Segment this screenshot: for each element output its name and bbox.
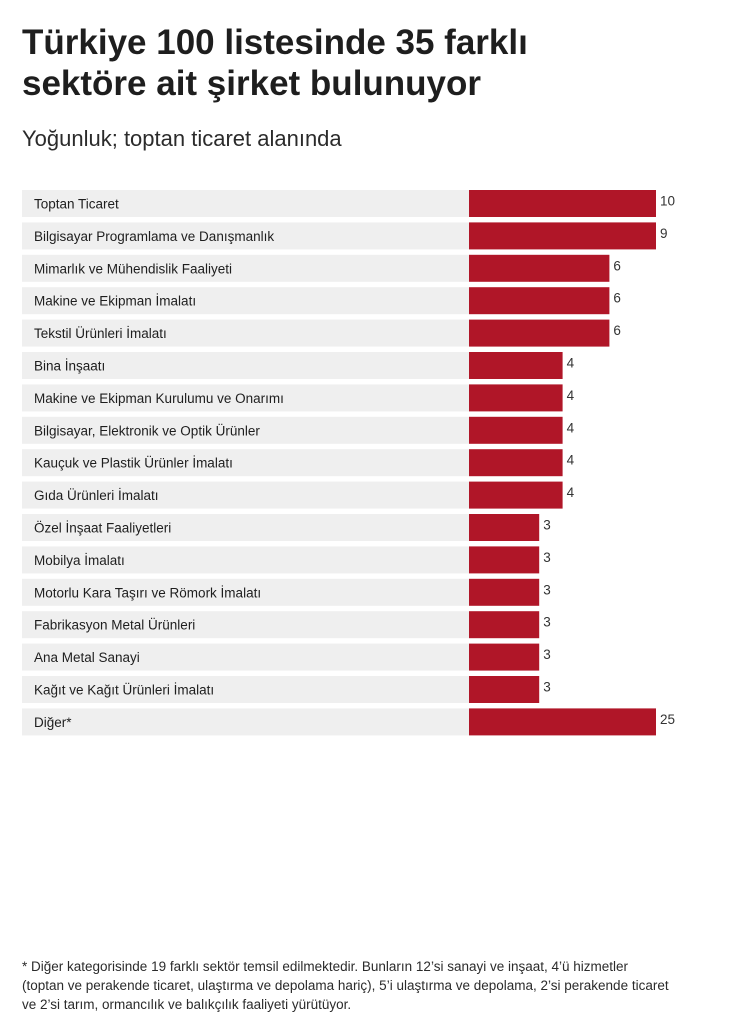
category-row-background xyxy=(22,287,469,315)
category-label: Ana Metal Sanayi xyxy=(34,650,140,665)
category-row-background xyxy=(22,416,469,444)
category-row-background xyxy=(22,449,469,477)
category-label: Bilgisayar Programlama ve Danışmanlık xyxy=(34,229,274,244)
chart-subtitle: Yoğunluk; toptan ticaret alanında xyxy=(22,126,342,151)
category-label: Makine ve Ekipman İmalatı xyxy=(34,294,196,309)
data-label: 6 xyxy=(613,291,621,306)
category-label: Motorlu Kara Taşırı ve Römork İmalatı xyxy=(34,585,261,600)
category-label: Mobilya İmalatı xyxy=(34,553,125,568)
category-row-background xyxy=(22,514,469,541)
bar-row: Fabrikasyon Metal Ürünleri 3 xyxy=(22,611,551,639)
data-label: 4 xyxy=(567,356,575,371)
category-row-background xyxy=(22,643,469,671)
data-label: 4 xyxy=(567,453,575,468)
data-label: 3 xyxy=(543,518,551,533)
category-row-background xyxy=(22,708,469,736)
bar-row: Mimarlık ve Mühendislik Faaliyeti 6 xyxy=(22,254,621,282)
bar-row: Ana Metal Sanayi 3 xyxy=(22,643,551,671)
category-label: Özel İnşaat Faaliyetleri xyxy=(34,521,171,536)
data-label: 4 xyxy=(567,420,575,435)
bar xyxy=(469,287,610,315)
footnote: * Diğer kategorisinde 19 farklı sektör t… xyxy=(22,959,669,1012)
category-label: Kağıt ve Kağıt Ürünleri İmalatı xyxy=(34,683,214,698)
data-label: 3 xyxy=(543,582,551,597)
bar-row: Toptan Ticaret 10 xyxy=(22,190,675,217)
bar-row: Makine ve Ekipman İmalatı 6 xyxy=(22,287,621,315)
data-label: 9 xyxy=(660,226,668,241)
bar-row: Mobilya İmalatı 3 xyxy=(22,546,551,574)
bar xyxy=(469,384,563,412)
chart-title-line-1: Türkiye 100 listesinde 35 farklı xyxy=(22,23,528,62)
bar-chart: Toptan Ticaret 10 Bilgisayar Programlama v… xyxy=(22,190,675,736)
data-label: 3 xyxy=(543,615,551,630)
data-label: 25 xyxy=(660,712,675,727)
category-row-background xyxy=(22,222,469,250)
bar-row: Motorlu Kara Taşırı ve Römork İmalatı 3 xyxy=(22,578,551,606)
bar-row: Diğer* 25 xyxy=(22,708,675,736)
bar-row: Bina İnşaatı 4 xyxy=(22,352,575,379)
category-row-background xyxy=(22,352,469,379)
chart-title-line-2: sektöre ait şirket bulunuyor xyxy=(22,64,482,103)
bar xyxy=(469,611,540,639)
bar-row: Tekstil Ürünleri İmalatı 6 xyxy=(22,319,621,347)
bar xyxy=(469,352,563,379)
bar xyxy=(469,514,540,541)
category-row-background xyxy=(22,190,469,217)
data-label: 3 xyxy=(543,647,551,662)
bar-row: Bilgisayar Programlama ve Danışmanlık 9 xyxy=(22,222,668,250)
category-row-background xyxy=(22,384,469,412)
data-label: 10 xyxy=(660,194,675,209)
data-label: 6 xyxy=(613,258,621,273)
bar xyxy=(469,254,610,282)
bar-row: Özel İnşaat Faaliyetleri 3 xyxy=(22,514,551,541)
bar-row: Makine ve Ekipman Kurulumu ve Onarımı 4 xyxy=(22,384,575,412)
category-row-background xyxy=(22,676,469,703)
data-label: 3 xyxy=(543,550,551,565)
bar-row: Kağıt ve Kağıt Ürünleri İmalatı 3 xyxy=(22,676,551,703)
data-label: 6 xyxy=(613,323,621,338)
data-label: 3 xyxy=(543,680,551,695)
category-row-background xyxy=(22,611,469,639)
bar-row: Bilgisayar, Elektronik ve Optik Ürünler 4 xyxy=(22,416,575,444)
category-row-background xyxy=(22,481,469,509)
bar xyxy=(469,449,563,477)
bar xyxy=(469,643,540,671)
category-label: Kauçuk ve Plastik Ürünler İmalatı xyxy=(34,456,233,471)
category-label: Bilgisayar, Elektronik ve Optik Ürünler xyxy=(34,423,260,438)
category-label: Fabrikasyon Metal Ürünleri xyxy=(34,618,195,633)
category-label: Makine ve Ekipman Kurulumu ve Onarımı xyxy=(34,391,284,406)
chart-title: Türkiye 100 listesinde 35 farklı sektöre… xyxy=(22,22,737,104)
bar xyxy=(469,708,656,736)
bar xyxy=(469,481,563,509)
data-label: 4 xyxy=(567,485,575,500)
bar xyxy=(469,546,540,574)
category-row-background xyxy=(22,578,469,606)
bar xyxy=(469,676,540,703)
bar xyxy=(469,319,610,347)
bar xyxy=(469,416,563,444)
category-label: Mimarlık ve Mühendislik Faaliyeti xyxy=(34,261,232,276)
category-label: Diğer* xyxy=(34,715,72,730)
category-label: Toptan Ticaret xyxy=(34,197,119,212)
category-row-background xyxy=(22,319,469,347)
bar xyxy=(469,578,540,606)
category-row-background xyxy=(22,546,469,574)
bar xyxy=(469,190,656,217)
data-label: 4 xyxy=(567,388,575,403)
bar-row: Kauçuk ve Plastik Ürünler İmalatı 4 xyxy=(22,449,575,477)
category-row-background xyxy=(22,254,469,282)
bar-row: Gıda Ürünleri İmalatı 4 xyxy=(22,481,575,509)
category-label: Tekstil Ürünleri İmalatı xyxy=(34,326,167,341)
category-label: Bina İnşaatı xyxy=(34,359,105,374)
bar xyxy=(469,222,656,250)
category-label: Gıda Ürünleri İmalatı xyxy=(34,488,159,503)
